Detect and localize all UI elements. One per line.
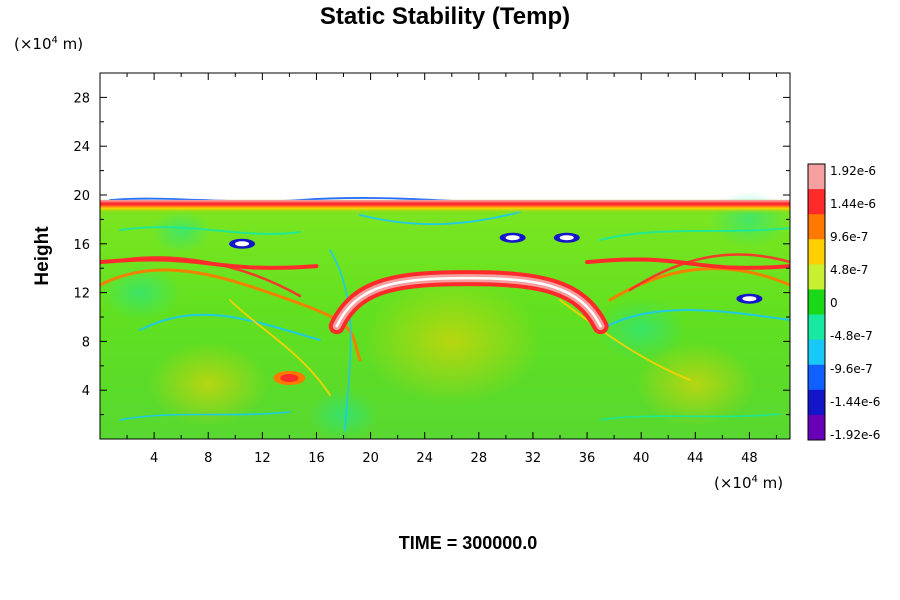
x-tick-label-20: 20 — [362, 451, 379, 466]
x-unit-suffix: m) — [758, 474, 783, 492]
x-tick-label-48: 48 — [741, 451, 758, 466]
y-tick-label-28: 28 — [73, 91, 90, 106]
x-tick-label-44: 44 — [687, 451, 704, 466]
colorbar-label-6: -9.6e-7 — [830, 362, 873, 376]
field-blob-6 — [709, 191, 790, 248]
x-tick-label-32: 32 — [525, 451, 542, 466]
field-blob-5 — [308, 390, 379, 439]
colorbar-label-1: 1.44e-6 — [830, 197, 876, 211]
field-streak-0 — [100, 268, 362, 362]
y-tick-label-12: 12 — [73, 287, 90, 302]
x-tick-label-12: 12 — [254, 451, 271, 466]
feature-stable-streak-left — [100, 257, 319, 270]
y-unit-exponent: 4 — [52, 35, 58, 46]
field-blob-0 — [148, 342, 269, 427]
y-unit-suffix: m) — [58, 35, 83, 53]
heatmap-plot-area — [100, 191, 790, 439]
y-axis-unit: (×104 m) — [14, 35, 83, 53]
colorbar-label-0: 1.92e-6 — [830, 164, 876, 178]
colorbar-label-2: 9.6e-7 — [830, 230, 868, 244]
x-axis-ticks: 4 8 12 16 20 24 28 32 36 40 44 48 — [126, 73, 777, 466]
y-axis-label: Height — [32, 226, 53, 286]
colorbar-segment-4 — [808, 264, 825, 290]
feature-unstable-patch-1-core — [235, 241, 250, 247]
plot-frame — [99, 72, 791, 440]
y-tick-label-8: 8 — [82, 335, 90, 350]
field-blob-1 — [635, 342, 756, 427]
field-blob-4 — [596, 297, 687, 361]
field-streak-5 — [599, 309, 790, 331]
colorbar: 1.92e-6 1.44e-6 9.6e-7 4.8e-7 0 -4.8e-7 -9.6e-… — [807, 163, 880, 442]
field-streak-10 — [119, 411, 291, 421]
colorbar-segment-0 — [808, 164, 825, 190]
x-axis-unit: (×104 m) — [714, 474, 783, 492]
colorbar-label-8: -1.92e-6 — [830, 428, 880, 442]
colorbar-segment-3 — [808, 239, 825, 265]
colorbar-frame — [807, 163, 826, 441]
field-blob-3 — [100, 264, 181, 321]
field-blob-2 — [361, 278, 542, 405]
x-tick-label-8: 8 — [204, 451, 212, 466]
x-tick-label-36: 36 — [579, 451, 596, 466]
colorbar-label-4: 0 — [830, 296, 838, 310]
tropopause-band — [100, 199, 790, 214]
field-streak-14 — [559, 299, 691, 381]
colorbar-label-7: -1.44e-6 — [830, 395, 880, 409]
feature-unstable-patch-4-core — [742, 296, 757, 302]
colorbar-segment-8 — [808, 364, 825, 391]
x-tick-label-40: 40 — [633, 451, 650, 466]
colorbar-segment-2 — [808, 214, 825, 240]
field-streak-6 — [119, 226, 301, 235]
x-tick-label-16: 16 — [308, 451, 325, 466]
y-tick-label-16: 16 — [73, 238, 90, 253]
x-unit-exponent: 4 — [752, 474, 758, 485]
time-label: TIME = 300000.0 — [399, 533, 538, 553]
y-unit-prefix: (×10 — [14, 35, 52, 53]
y-tick-label-24: 24 — [73, 140, 90, 155]
colorbar-label-3: 4.8e-7 — [830, 263, 868, 277]
y-axis-ticks: 4 8 12 16 20 24 28 — [73, 91, 790, 416]
colorbar-segment-1 — [808, 189, 825, 215]
x-tick-label-24: 24 — [416, 451, 433, 466]
field-streak-13 — [229, 299, 331, 396]
colorbar-segment-6 — [808, 314, 825, 341]
colorbar-segment-10 — [808, 414, 825, 441]
x-tick-label-28: 28 — [471, 451, 488, 466]
colorbar-segment-7 — [808, 339, 825, 366]
field-blob-7 — [151, 210, 212, 253]
field-streak-3 — [628, 253, 790, 292]
chart-title: Static Stability (Temp) — [320, 3, 570, 30]
x-unit-prefix: (×10 — [714, 474, 752, 492]
field-streak-4 — [139, 313, 321, 341]
colorbar-label-5: -4.8e-7 — [830, 329, 873, 343]
feature-stable-layer-upper-core — [335, 276, 602, 328]
feature-hotspot-lower-left — [280, 374, 299, 382]
x-tick-label-4: 4 — [150, 451, 158, 466]
field-streak-7 — [599, 227, 790, 241]
feature-unstable-patch-2-core — [505, 235, 520, 241]
field-streak-9 — [359, 211, 521, 226]
y-tick-label-20: 20 — [73, 189, 90, 204]
feature-unstable-patch-3-core — [559, 235, 574, 241]
colorbar-segment-9 — [808, 389, 825, 416]
y-tick-label-4: 4 — [82, 384, 90, 399]
field-streak-11 — [599, 413, 781, 421]
field-streak-8 — [329, 249, 352, 431]
colorbar-segment-5 — [808, 289, 825, 316]
feature-stable-streak-right — [585, 257, 790, 270]
